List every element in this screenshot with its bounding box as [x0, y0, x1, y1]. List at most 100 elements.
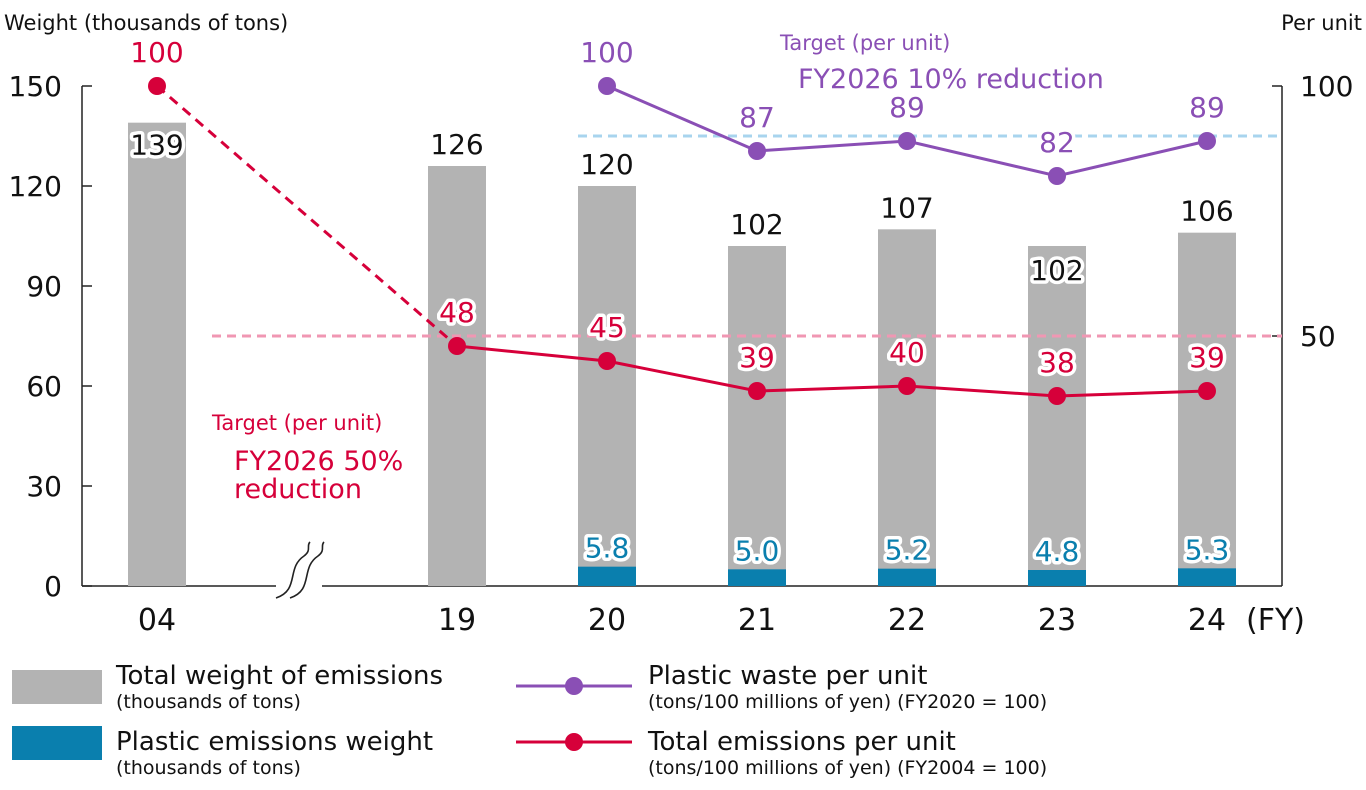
total-per-unit-value-label-halo: 48 [439, 296, 475, 329]
total-target-label: Target (per unit) [211, 411, 382, 435]
y-left-tick-label: 60 [26, 370, 62, 403]
x-tick-label: 19 [438, 603, 476, 638]
total-emissions-bar [878, 229, 936, 587]
total-per-unit-dashed-segment [156, 84, 458, 348]
plastic-per-unit-point [748, 142, 766, 160]
total-bar-value-label-text: 107 [880, 191, 933, 224]
total-per-unit-point [1048, 387, 1066, 405]
total-per-unit-value-label-halo: 39 [739, 341, 775, 374]
total-bar-value-label-halo: 106 [1180, 195, 1233, 228]
y-left-tick-label: 30 [26, 470, 62, 503]
total-emissions-bar [578, 186, 636, 586]
legend-swatch [12, 670, 102, 704]
target-lines-group: Target (per unit) FY2026 10% reduction Tar… [211, 31, 1282, 505]
plastic-target-label: Target (per unit) [779, 31, 950, 55]
total-emissions-bar [1028, 246, 1086, 586]
total-emissions-bar [128, 122, 186, 587]
total-per-unit-value-label-text: 45 [589, 311, 625, 344]
total-target-reduction-line2: reduction [234, 474, 362, 505]
total-per-unit-value-label-halo: 100 [130, 36, 183, 69]
total-per-unit-value-label-halo: 45 [589, 311, 625, 344]
legend-label: Plastic emissions weight [116, 727, 433, 757]
total-bar-value-label-halo: 139 [130, 129, 183, 162]
total-per-unit-point [1198, 382, 1216, 400]
total-bar-value-label-text: 120 [580, 148, 633, 181]
total-emissions-bar [428, 166, 486, 586]
total-bar-value-label-text: 102 [1030, 254, 1083, 287]
x-tick-label: 04 [138, 603, 176, 638]
x-axis-unit: (FY) [1246, 603, 1305, 638]
x-tick-label: 21 [738, 603, 776, 638]
total-emissions-bar [1178, 232, 1236, 586]
total-bar-value-label-text: 106 [1180, 195, 1233, 228]
plastic-bar-value-label: 5.25.2 [881, 530, 933, 570]
total-per-unit-line [456, 344, 1208, 398]
y-left-tick-label: 150 [9, 70, 62, 103]
plastic-per-unit-point [598, 77, 616, 95]
total-per-unit-value-label-halo: 38 [1039, 346, 1075, 379]
y-left-tick-label: 0 [44, 570, 62, 603]
total-per-unit-point [748, 382, 766, 400]
plastic-bar-value-label: 5.35.3 [1181, 530, 1233, 570]
x-tick-label: 24 [1188, 603, 1226, 638]
legend-item: Plastic waste per unit(tons/100 millions… [516, 661, 1047, 713]
total-bar-value-label-halo: 120 [580, 148, 633, 181]
plastic-bar-value-label-text: 5.8 [585, 532, 630, 565]
total-per-unit-point [148, 77, 166, 95]
plastic-per-unit-point [1198, 132, 1216, 150]
plastic-per-unit-value-label-text: 82 [1039, 126, 1075, 159]
plastic-per-unit-value-label-halo: 89 [889, 91, 925, 124]
total-bar-value-label-text: 139 [130, 129, 183, 162]
total-per-unit-point [448, 337, 466, 355]
plastic-bar-value-label-halo: 5.0 [735, 534, 780, 567]
total-per-unit-point [898, 377, 916, 395]
total-per-unit-value-label-halo: 39 [1189, 341, 1225, 374]
axis-break-stroke-right [289, 541, 325, 599]
total-per-unit-value-label-text: 39 [1189, 341, 1225, 374]
total-bar-value-label-halo: 107 [880, 191, 933, 224]
plastic-bar-value-label-text: 5.3 [1185, 533, 1230, 566]
total-bar-value-label-halo: 102 [730, 208, 783, 241]
axis-break-stroke-left [275, 541, 311, 599]
plastic-bar-value-label: 4.84.8 [1031, 532, 1083, 572]
total-per-unit-value-label-text: 48 [439, 296, 475, 329]
plastic-bar-value-label-halo: 5.2 [885, 534, 930, 567]
legend-label: Total emissions per unit [647, 727, 956, 757]
plastic-per-unit-value-label-halo: 87 [739, 101, 775, 134]
legend-marker [565, 733, 583, 751]
total-per-unit-value-label-text: 100 [130, 36, 183, 69]
plastic-per-unit-value-label-halo: 89 [1189, 91, 1225, 124]
legend-label: Total weight of emissions [115, 661, 443, 691]
plastic-emissions-bar [878, 568, 936, 586]
axis-break-symbol [275, 541, 325, 602]
plastic-bar-value-label-text: 5.2 [885, 534, 930, 567]
y-right-axis-title: Per unit [1281, 11, 1362, 35]
total-bar-value-label-halo: 102 [1030, 254, 1083, 287]
bars-group [128, 122, 1236, 587]
x-tick-label: 20 [588, 603, 626, 638]
plastic-emissions-bar [578, 566, 636, 586]
plastic-per-unit-value-label-halo: 82 [1039, 126, 1075, 159]
total-per-unit-value-label-text: 38 [1039, 346, 1075, 379]
plastic-bar-value-label-halo: 5.8 [585, 532, 630, 565]
plastic-bar-value-label-halo: 5.3 [1185, 533, 1230, 566]
total-per-unit-value-label-text: 40 [889, 336, 925, 369]
plastic-target-reduction: FY2026 10% reduction [798, 64, 1104, 95]
total-bar-value-label-halo: 126 [430, 128, 483, 161]
